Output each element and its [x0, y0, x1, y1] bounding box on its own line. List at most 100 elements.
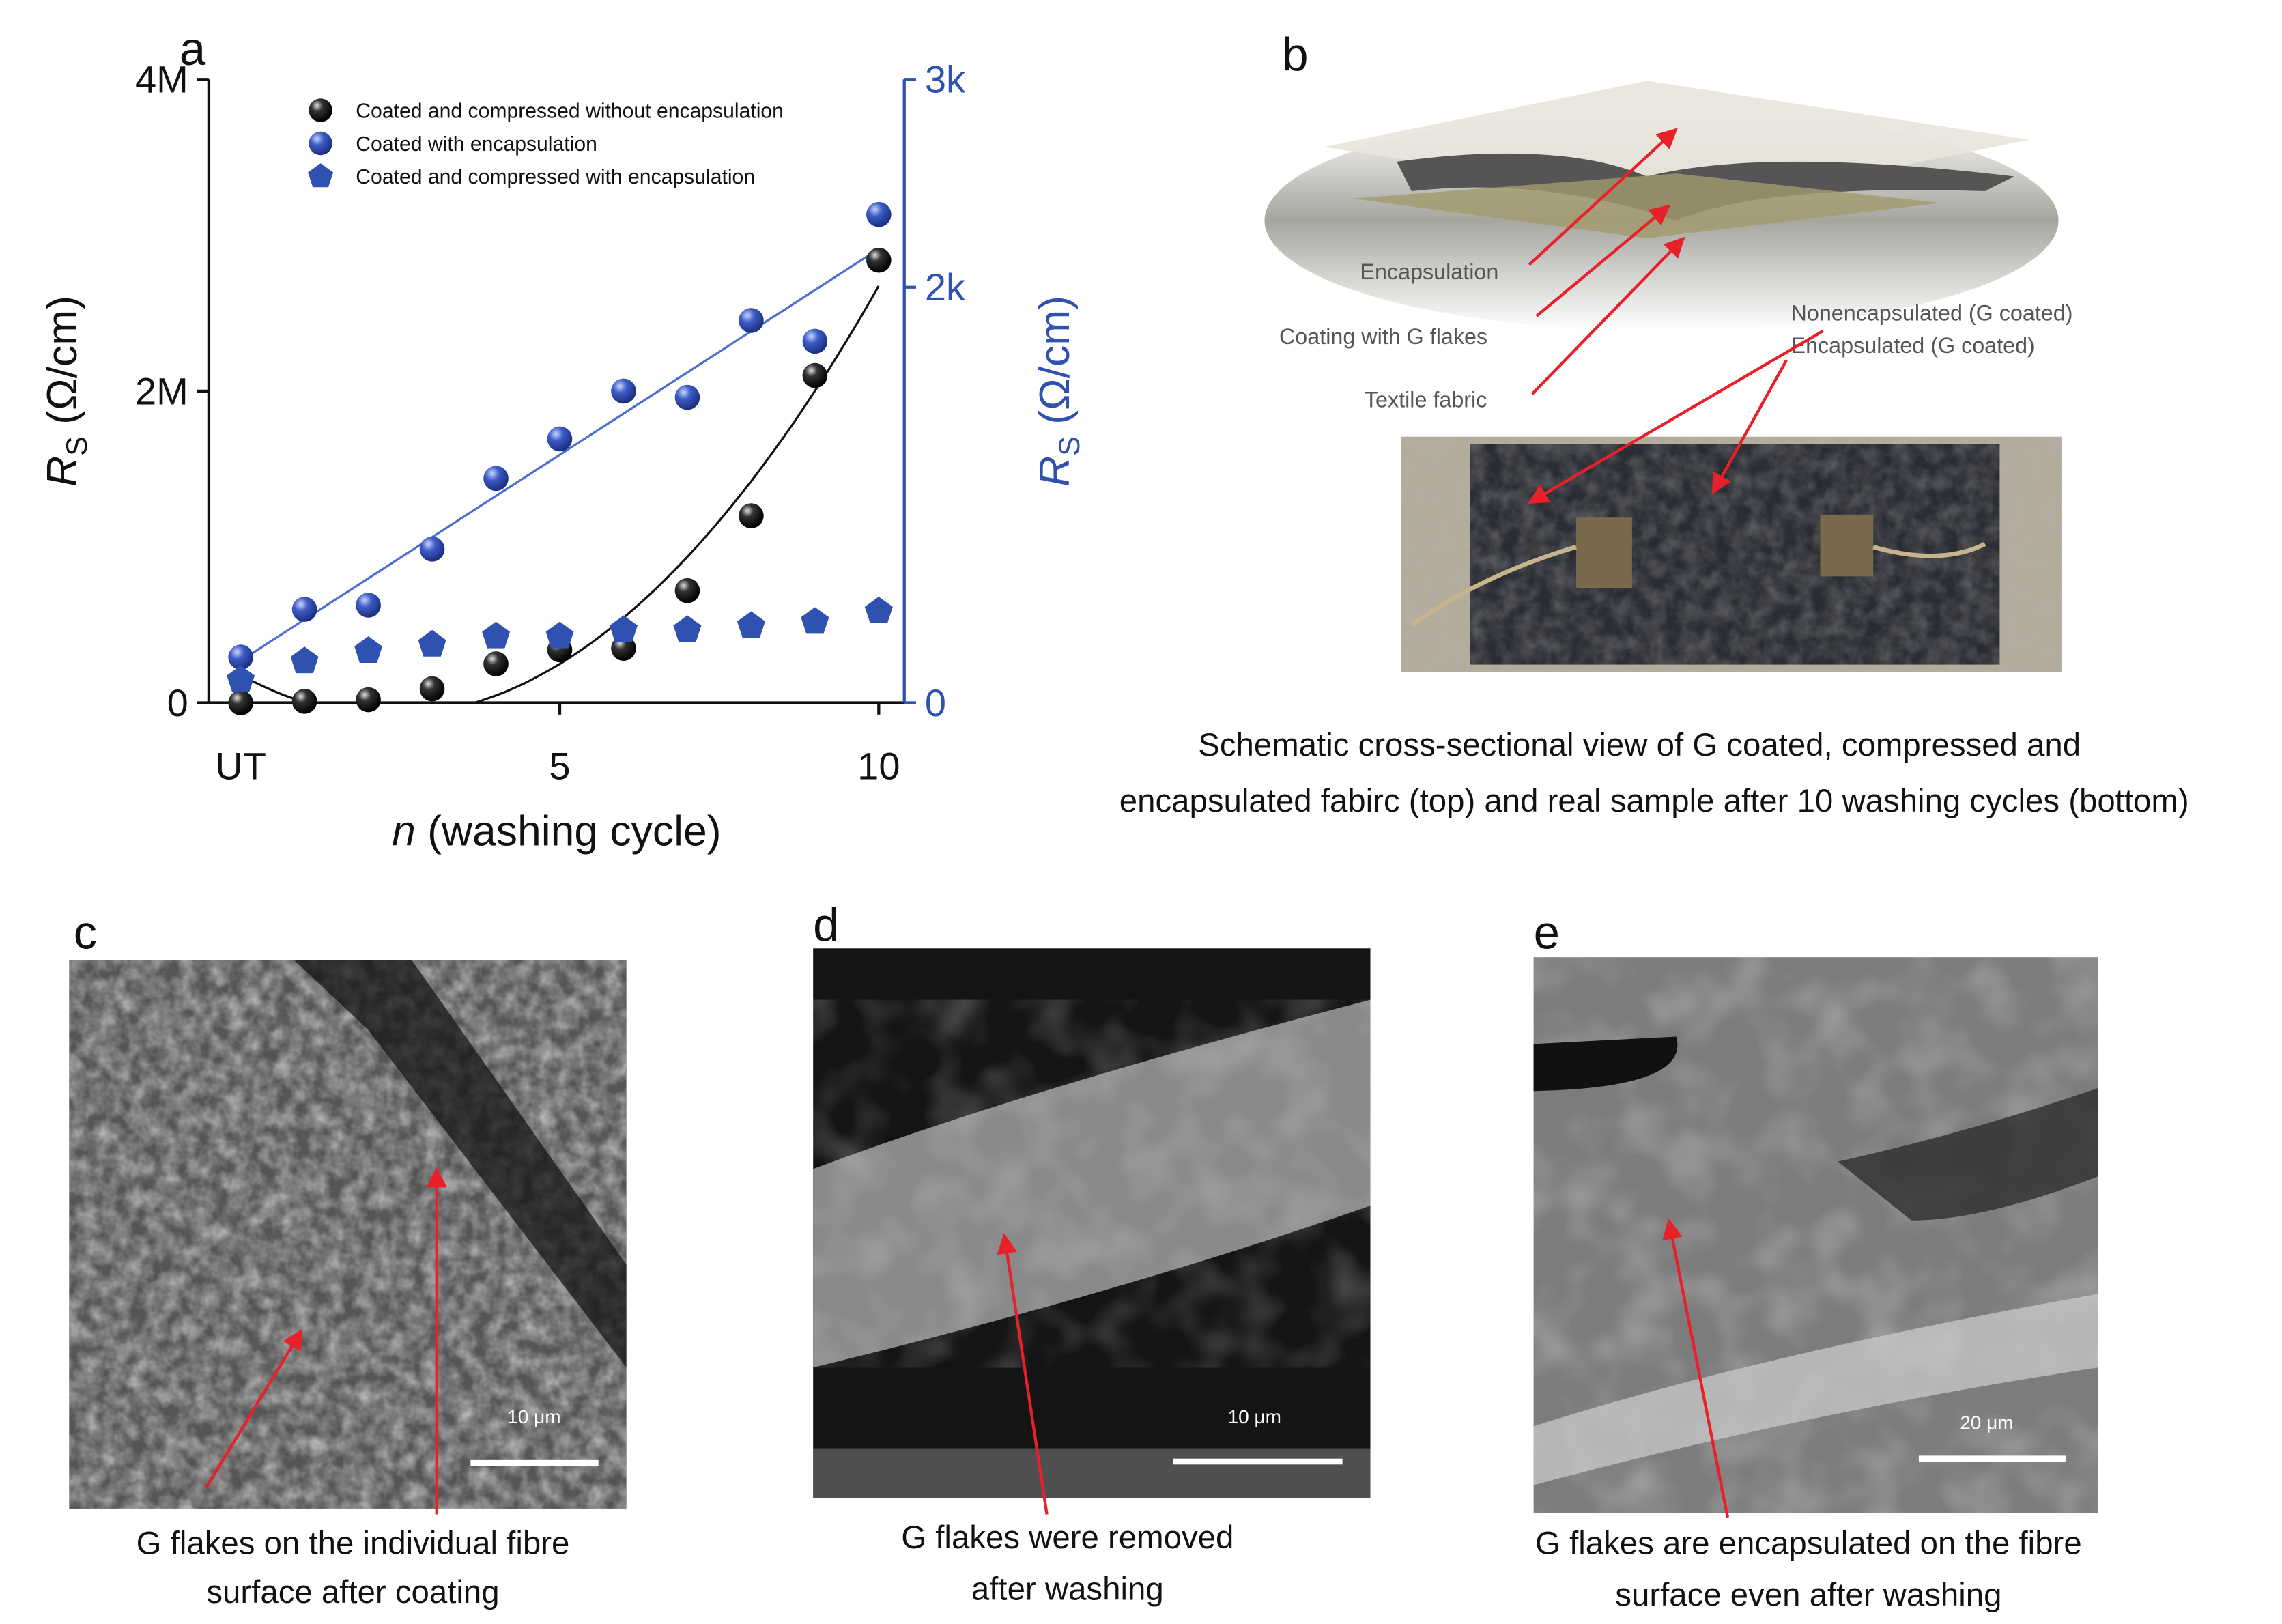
sem-gap: [1838, 1087, 2098, 1221]
y-tick-label: 2M: [135, 369, 188, 412]
annotation: Nonencapsulated (G coated): [1791, 301, 2073, 326]
y2-tick-label: 3k: [925, 58, 966, 101]
point: [483, 651, 509, 676]
point: [674, 384, 700, 410]
scale-bar: [470, 1459, 599, 1466]
point: [673, 615, 702, 642]
point: [545, 621, 574, 649]
scale-label: 10 μm: [1228, 1406, 1281, 1427]
arrow: [1662, 1218, 1730, 1518]
annotation: Textile fabric: [1365, 388, 1487, 412]
point: [228, 690, 253, 715]
x-axis-label: n (washing cycle): [392, 808, 721, 855]
point: [611, 378, 636, 404]
annotation: Encapsulation: [1360, 259, 1498, 284]
point: [547, 426, 573, 452]
y2-tick-label: 0: [925, 681, 946, 724]
panel-e: e 20 μm G flakes are encapsulated on the…: [1533, 906, 2098, 1613]
panel-label: c: [74, 906, 97, 958]
point: [866, 201, 892, 227]
point: [356, 593, 381, 618]
photo-wire: [1410, 542, 1986, 627]
sem-gap: [294, 960, 627, 1368]
axis-label-unit: (washing cycle): [416, 808, 722, 855]
axis-label-var: R: [38, 456, 86, 487]
arrow: [1711, 359, 1788, 495]
point: [356, 687, 381, 713]
legend-marker: [309, 98, 332, 122]
point: [227, 665, 255, 692]
panel-b: b Encapsulation Coating with G flakes Te…: [1119, 28, 2189, 819]
point: [739, 503, 764, 528]
y-tick-label: 0: [167, 681, 188, 724]
arrow: [997, 1233, 1049, 1515]
sem-gap: [1533, 1036, 1678, 1092]
caption: surface even after washing: [1615, 1577, 2001, 1613]
x-tick-label: 10: [857, 745, 900, 788]
point: [483, 466, 509, 492]
panel-c: c 10 μm G flakes on the individual fibre…: [69, 906, 627, 1610]
sem-fibre: [813, 1448, 1371, 1498]
panel-label: e: [1534, 906, 1560, 958]
arrow: [1527, 329, 1825, 504]
legend-label: Coated with encapsulation: [356, 133, 597, 156]
arrow: [1528, 128, 1678, 266]
layer-textile: [1352, 173, 1941, 238]
point: [866, 247, 892, 273]
scale-label: 10 μm: [507, 1406, 560, 1427]
point: [737, 611, 765, 638]
axis-label-var: n: [392, 808, 416, 855]
caption: encapsulated fabirc (top) and real sampl…: [1119, 783, 2189, 819]
scale-bar: [1918, 1455, 2066, 1462]
fit-line: [240, 248, 880, 662]
axis-label-sub: S: [61, 436, 94, 456]
scale-label: 20 μm: [1960, 1412, 2013, 1434]
point: [802, 362, 828, 388]
axis-label-var: R: [1031, 456, 1079, 487]
caption: G flakes are encapsulated on the fibre: [1535, 1526, 2082, 1562]
point: [228, 644, 253, 670]
caption: Schematic cross-sectional view of G coat…: [1198, 727, 2081, 763]
axis-label-unit: (Ω/cm): [1031, 296, 1079, 436]
arrow: [204, 1328, 303, 1489]
scale-bar: [1173, 1458, 1343, 1465]
point: [802, 328, 828, 354]
panel-label: d: [813, 899, 839, 952]
caption: G flakes were removed: [901, 1520, 1233, 1556]
sem-fibre: [1533, 1294, 2098, 1485]
arrow: [1535, 204, 1671, 317]
caption: after washing: [971, 1571, 1164, 1607]
caption: G flakes on the individual fibre: [137, 1526, 570, 1562]
point: [739, 308, 764, 333]
y-tick-label: 4M: [135, 58, 188, 101]
axis-label-sub: S: [1053, 436, 1086, 456]
photo-contact: [1576, 517, 1632, 588]
point: [419, 676, 445, 702]
panel-label: b: [1282, 28, 1308, 81]
legend-marker: [309, 131, 332, 156]
x-tick-label: 5: [549, 745, 570, 788]
point: [801, 607, 829, 634]
x-tick-label: UT: [215, 745, 266, 788]
y2-tick-label: 2k: [925, 266, 966, 309]
annotation: Encapsulated (G coated): [1791, 333, 2035, 358]
fit-lines: [240, 248, 880, 703]
sem-texture: [813, 999, 1371, 1368]
photo-contact: [1820, 514, 1874, 577]
arrow: [1530, 236, 1685, 395]
annotation: Coating with G flakes: [1279, 324, 1487, 349]
axis-label-unit: (Ω/cm): [38, 296, 86, 436]
point: [611, 636, 636, 661]
point: [610, 615, 638, 642]
point: [291, 688, 317, 714]
point: [354, 636, 383, 663]
point: [290, 646, 319, 674]
y-axis-label: RS (Ω/cm): [38, 296, 94, 487]
point: [674, 578, 700, 603]
caption: surface after coating: [206, 1574, 499, 1610]
panel-d: d 10 μm G flakes were removed after wash…: [813, 899, 1371, 1607]
y2-axis-label: RS (Ω/cm): [1031, 296, 1086, 487]
